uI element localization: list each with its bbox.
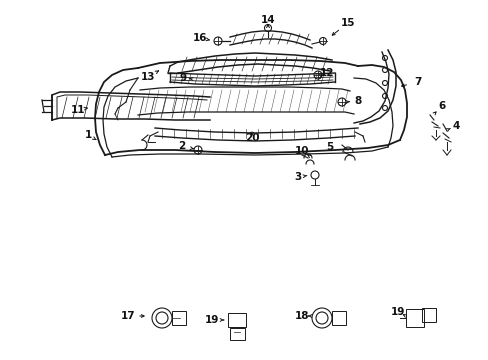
Bar	[172, 311, 185, 325]
Text: 14: 14	[260, 15, 275, 25]
Bar	[331, 311, 346, 325]
Text: 16: 16	[192, 33, 207, 43]
Text: 6: 6	[437, 101, 445, 111]
Text: 19: 19	[204, 315, 219, 325]
Text: 7: 7	[413, 77, 421, 87]
Text: 18: 18	[294, 311, 308, 321]
Text: 20: 20	[244, 133, 259, 143]
Bar	[227, 313, 245, 327]
Text: 13: 13	[141, 72, 155, 82]
Text: 4: 4	[451, 121, 459, 131]
Text: 10: 10	[294, 146, 308, 156]
Text: 12: 12	[319, 68, 334, 78]
Text: 5: 5	[325, 142, 333, 152]
Bar	[229, 328, 244, 340]
Text: 17: 17	[121, 311, 135, 321]
Text: 9: 9	[179, 73, 186, 83]
Bar	[421, 308, 435, 322]
Text: 2: 2	[178, 141, 185, 151]
Text: 1: 1	[84, 130, 91, 140]
Bar	[405, 309, 423, 327]
Text: 15: 15	[340, 18, 354, 28]
Text: 19: 19	[390, 307, 405, 317]
Text: 8: 8	[354, 96, 361, 106]
Text: 3: 3	[294, 172, 301, 182]
Text: 11: 11	[71, 105, 85, 115]
